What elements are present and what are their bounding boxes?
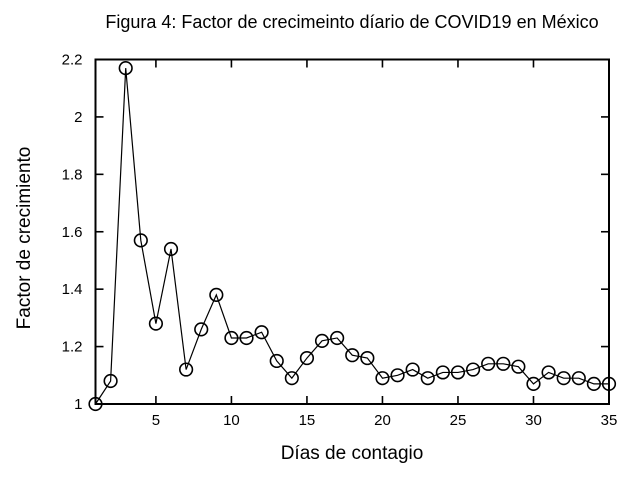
x-tick-label: 5	[152, 412, 160, 429]
data-point	[254, 325, 269, 340]
data-point	[314, 333, 330, 348]
x-tick-label: 15	[299, 412, 316, 429]
data-point	[435, 365, 450, 380]
data-point	[299, 350, 315, 366]
y-tick-label: 1.8	[62, 166, 83, 183]
data-point	[420, 371, 435, 386]
y-tick-label: 1	[74, 396, 82, 413]
data-point	[118, 61, 133, 76]
data-point	[390, 368, 405, 383]
data-point	[496, 356, 511, 371]
data-point	[541, 365, 556, 380]
data-point	[330, 330, 345, 346]
data-point	[526, 376, 541, 392]
data-point	[209, 287, 224, 303]
y-tick-label: 2.2	[62, 52, 83, 69]
data-point	[103, 373, 118, 389]
data-point	[148, 316, 164, 331]
x-tick-label: 10	[223, 412, 240, 429]
data-point	[224, 330, 239, 346]
data-line	[94, 68, 609, 405]
x-tick-label: 25	[450, 412, 467, 429]
data-point	[586, 376, 601, 392]
data-point	[481, 356, 496, 371]
y-tick-label: 1.4	[62, 281, 83, 298]
data-point	[239, 330, 254, 346]
data-point	[133, 233, 148, 248]
y-tick-label: 1.6	[62, 224, 83, 241]
data-point	[601, 376, 617, 392]
chart-title: Figura 4: Factor de crecimeinto díario d…	[105, 12, 599, 32]
data-point	[405, 362, 420, 377]
x-tick-label: 20	[374, 412, 391, 429]
x-tick-label: 30	[525, 412, 542, 429]
data-point	[375, 371, 390, 386]
data-point	[179, 362, 194, 377]
data-point	[556, 371, 571, 386]
x-tick-label: 35	[601, 412, 618, 429]
data-point	[450, 365, 466, 380]
data-point	[284, 371, 299, 386]
data-point	[88, 396, 103, 412]
data-point	[163, 241, 179, 257]
data-point	[194, 322, 209, 337]
data-point	[269, 353, 284, 369]
y-tick-label: 2	[74, 109, 82, 126]
data-point	[345, 348, 360, 363]
data-point	[511, 359, 526, 374]
y-tick-label: 1.2	[62, 339, 83, 356]
data-point	[571, 371, 586, 386]
plot-border	[94, 58, 610, 405]
data-point	[360, 350, 375, 366]
data-point	[465, 362, 481, 377]
x-axis-label: Días de contagio	[280, 443, 424, 464]
